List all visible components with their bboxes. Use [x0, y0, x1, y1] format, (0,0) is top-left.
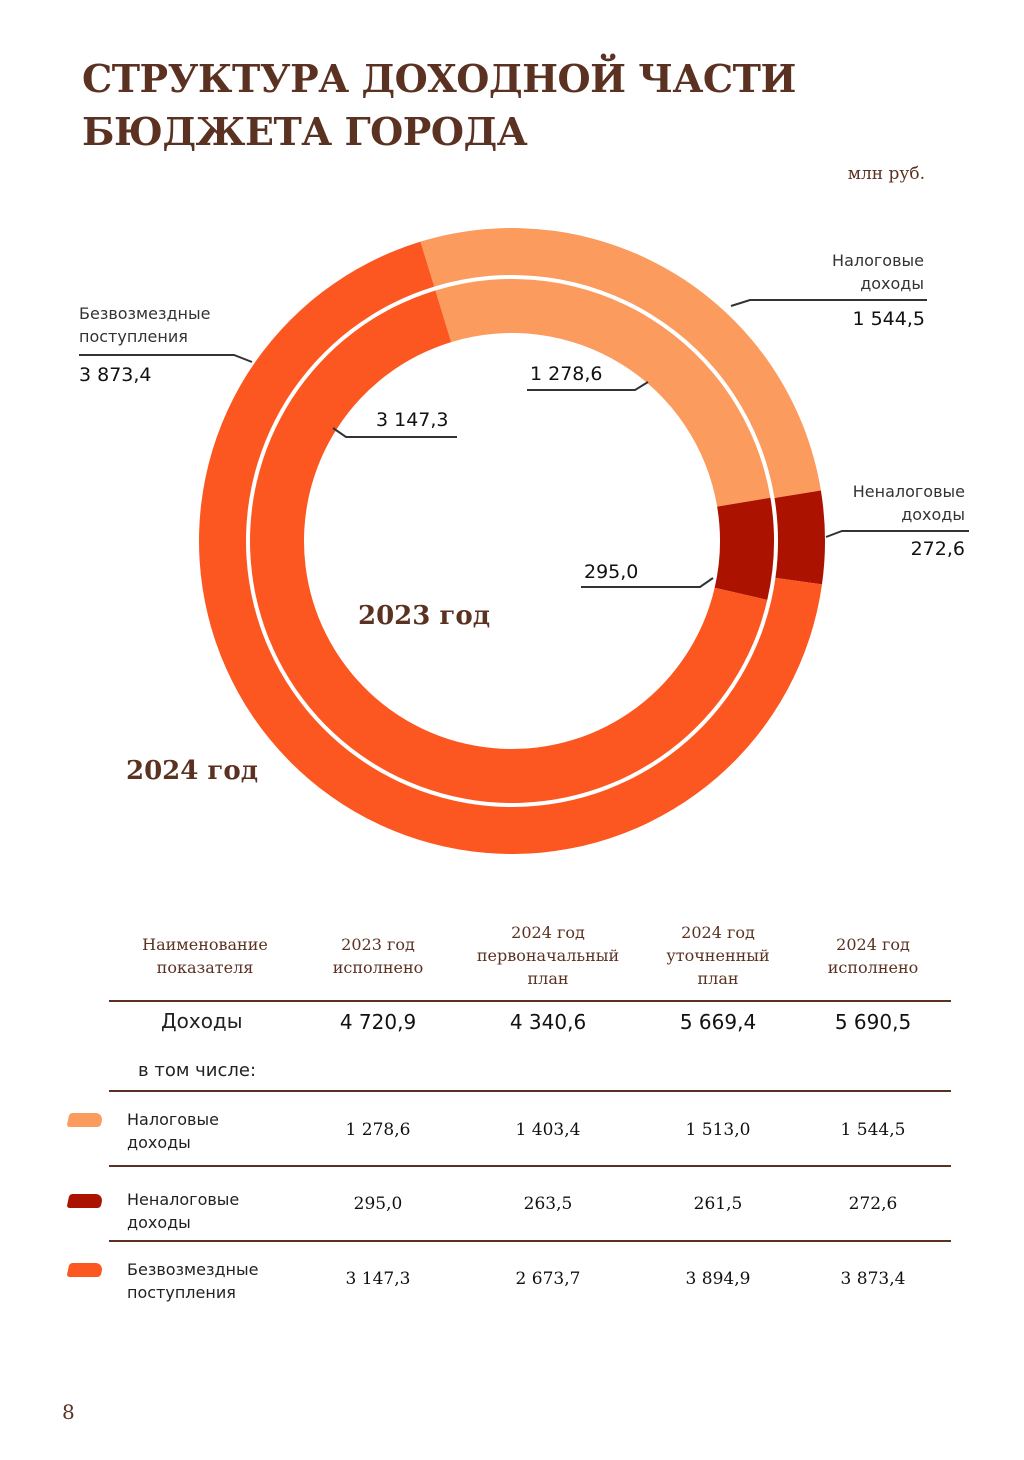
label-tax-line2: доходы — [860, 274, 924, 293]
cell: 1 513,0 — [685, 1120, 751, 1140]
header-2024-revised: 2024 год уточненный план — [633, 921, 803, 990]
leader-outer-grants — [79, 354, 253, 363]
value-outer-grants: 3 873,4 — [79, 364, 152, 386]
inner-ring-slice-nontax — [714, 497, 774, 600]
table-rule — [109, 1240, 951, 1242]
total-2024-initial: 4 340,6 — [509, 1010, 587, 1034]
cell: 1 544,5 — [840, 1120, 906, 1140]
row-tax-name: Налоговые доходы — [127, 1108, 219, 1154]
value-outer-tax: 1 544,5 — [852, 308, 925, 330]
header-2024r-l1: 2024 год — [681, 923, 755, 942]
label-grants-line1: Безвозмездные — [79, 304, 211, 323]
row-nontax-name: Неналоговые доходы — [127, 1188, 239, 1234]
row-nontax-name-l2: доходы — [127, 1213, 191, 1232]
cell: 3 894,9 — [685, 1269, 751, 1289]
label-2023: 2023 год — [358, 601, 491, 631]
total-name: Доходы — [161, 1009, 243, 1033]
cell: 1 403,4 — [515, 1120, 581, 1140]
cell: 3 147,3 — [345, 1269, 411, 1289]
row-grants-name-l2: поступления — [127, 1283, 236, 1302]
header-2024-done: 2024 год исполнено — [788, 933, 958, 979]
header-2024d-l1: 2024 год — [836, 935, 910, 954]
header-2024r-l3: план — [697, 969, 739, 988]
header-2023-l1: 2023 год — [341, 935, 415, 954]
header-2024i-l2: первоначальный — [476, 946, 620, 965]
cell: 2 673,7 — [515, 1269, 581, 1289]
outer-ring-slice-tax — [420, 228, 821, 499]
label-nontax-line1: Неналоговые — [852, 482, 965, 501]
label-2024: 2024 год — [126, 756, 259, 786]
leader-outer-tax — [730, 299, 927, 307]
label-tax-line1: Налоговые — [832, 251, 924, 270]
header-2024d-l2: исполнено — [827, 958, 919, 977]
cell: 295,0 — [353, 1194, 403, 1214]
total-2024-revised: 5 669,4 — [679, 1010, 757, 1034]
header-indicator: Наименование показателя — [120, 933, 290, 979]
header-indicator-l2: показателя — [156, 958, 254, 977]
page-title: СТРУКТУРА ДОХОДНОЙ ЧАСТИ БЮДЖЕТА ГОРОДА — [82, 52, 796, 158]
value-inner-grants: 3 147,3 — [376, 409, 449, 431]
row-grants-name: Безвозмездные поступления — [127, 1258, 258, 1304]
cell: 261,5 — [693, 1194, 743, 1214]
label-grants: Безвозмездные поступления — [79, 302, 210, 348]
header-2023-l2: исполнено — [332, 958, 424, 977]
header-2023-done: 2023 год исполнено — [293, 933, 463, 979]
leader-inner-tax — [527, 381, 649, 391]
row-tax-name-l1: Налоговые — [127, 1110, 219, 1129]
cell: 1 278,6 — [345, 1120, 411, 1140]
including-label: в том числе: — [138, 1060, 257, 1081]
row-grants-name-l1: Безвозмездные — [127, 1260, 259, 1279]
total-2024-done: 5 690,5 — [834, 1010, 912, 1034]
label-tax: Налоговые доходы — [832, 249, 924, 295]
header-2024-initial: 2024 год первоначальный план — [463, 921, 633, 990]
cell: 263,5 — [523, 1194, 573, 1214]
cell: 272,6 — [848, 1194, 898, 1214]
label-nontax-line2: доходы — [901, 505, 965, 524]
total-2023: 4 720,9 — [339, 1010, 417, 1034]
unit-label: млн руб. — [847, 164, 925, 184]
swatch-tax — [66, 1113, 104, 1127]
table-rule — [109, 1090, 951, 1092]
table-rule — [109, 1000, 951, 1002]
header-2024i-l3: план — [527, 969, 569, 988]
inner-ring-slice-tax — [435, 279, 771, 507]
swatch-nontax — [66, 1194, 104, 1208]
header-2024i-l1: 2024 год — [511, 923, 585, 942]
table-rule — [109, 1165, 951, 1167]
leader-inner-nontax — [581, 577, 714, 588]
row-nontax-name-l1: Неналоговые — [127, 1190, 240, 1209]
value-outer-nontax: 272,6 — [910, 538, 965, 560]
leader-outer-nontax — [825, 530, 969, 538]
header-indicator-l1: Наименование — [142, 935, 268, 954]
swatch-grants — [66, 1263, 104, 1277]
header-2024r-l2: уточненный — [666, 946, 770, 965]
value-inner-nontax: 295,0 — [584, 561, 639, 583]
page-number: 8 — [62, 1400, 75, 1424]
outer-ring-slice-nontax — [774, 490, 825, 585]
donut-chart — [79, 228, 969, 855]
title-line-2: БЮДЖЕТА ГОРОДА — [82, 109, 528, 154]
label-grants-line2: поступления — [79, 327, 188, 346]
value-inner-tax: 1 278,6 — [530, 363, 603, 385]
row-tax-name-l2: доходы — [127, 1133, 191, 1152]
title-line-1: СТРУКТУРА ДОХОДНОЙ ЧАСТИ — [82, 56, 796, 101]
leader-inner-grants — [332, 427, 457, 438]
label-nontax: Неналоговые доходы — [853, 480, 965, 526]
cell: 3 873,4 — [840, 1269, 906, 1289]
